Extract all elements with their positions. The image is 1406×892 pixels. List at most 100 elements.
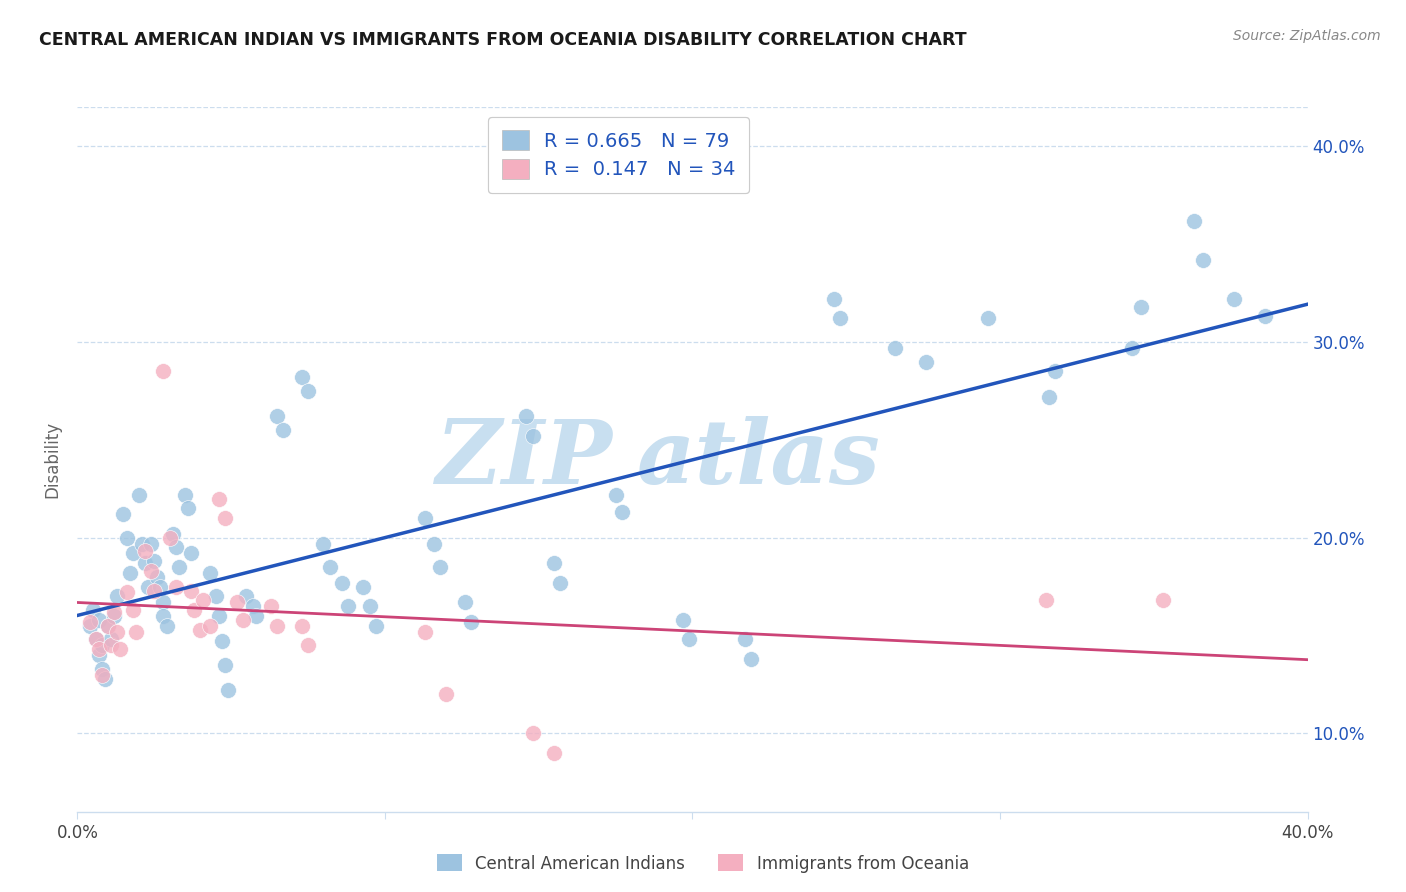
Point [977,311,1000,326]
Text: Source: ZipAtlas.com: Source: ZipAtlas.com [1233,29,1381,43]
Point [136,580,159,594]
Point [522,429,544,443]
Point [131,536,153,550]
Legend: R = 0.665   N = 79, R =  0.147   N = 34: R = 0.665 N = 79, R = 0.147 N = 34 [488,117,749,193]
Point [149,580,172,594]
Point [318,560,340,574]
Point [79,615,101,629]
Point [100,632,122,647]
Point [208,491,231,506]
Point [165,580,187,594]
Point [1121,341,1143,355]
Point [118,566,141,580]
Point [198,566,221,580]
Point [266,409,288,424]
Point [915,354,938,368]
Point [84,632,107,647]
Point [90,638,114,652]
Point [610,505,633,519]
Y-axis label: Disability: Disability [44,421,62,498]
Point [134,556,156,570]
Point [1045,364,1067,378]
Text: atlas: atlas [637,417,880,502]
Point [1035,593,1057,607]
Point [105,590,128,604]
Point [79,619,101,633]
Point [214,511,236,525]
Point [226,595,249,609]
Point [165,541,187,555]
Point [143,554,166,568]
Point [167,560,190,574]
Text: CENTRAL AMERICAN INDIAN VS IMMIGRANTS FROM OCEANIA DISABILITY CORRELATION CHART: CENTRAL AMERICAN INDIAN VS IMMIGRANTS FR… [39,31,967,49]
Point [110,642,132,657]
Point [605,487,627,501]
Point [1038,390,1060,404]
Point [90,667,114,681]
Point [94,672,117,686]
Point [297,638,319,652]
Point [235,590,257,604]
Point [359,599,381,614]
Point [260,599,283,614]
Point [543,556,565,570]
Point [208,609,231,624]
Point [423,536,446,550]
Point [84,632,107,647]
Point [204,590,226,604]
Point [90,662,114,676]
Point [159,531,181,545]
Point [413,511,436,525]
Point [211,634,233,648]
Point [100,638,122,652]
Point [1192,252,1215,267]
Point [413,624,436,639]
Point [183,603,205,617]
Point [152,609,174,624]
Point [193,593,215,607]
Point [242,599,264,614]
Point [97,619,120,633]
Point [291,370,314,384]
Point [214,657,236,672]
Point [112,507,135,521]
Point [460,615,482,629]
Point [266,619,288,633]
Point [97,619,120,633]
Text: ZIP: ZIP [436,417,613,502]
Point [1182,213,1205,227]
Point [103,605,125,619]
Point [177,501,200,516]
Point [232,613,254,627]
Point [454,595,477,609]
Point [884,341,907,355]
Point [162,526,184,541]
Point [188,623,212,637]
Point [548,575,571,590]
Point [337,599,360,614]
Point [152,364,174,378]
Point [115,531,138,545]
Point [87,642,110,657]
Point [291,619,314,633]
Point [105,624,128,639]
Point [180,583,202,598]
Point [125,624,148,639]
Point [143,583,166,598]
Point [1223,292,1246,306]
Point [87,648,110,662]
Point [330,575,353,590]
Point [180,546,202,560]
Point [121,546,143,560]
Point [1253,310,1275,324]
Point [522,726,544,740]
Point [245,609,267,624]
Point [121,603,143,617]
Point [273,423,295,437]
Point [174,487,197,501]
Point [352,580,374,594]
Point [740,652,762,666]
Point [155,619,177,633]
Point [146,570,169,584]
Point [543,746,565,760]
